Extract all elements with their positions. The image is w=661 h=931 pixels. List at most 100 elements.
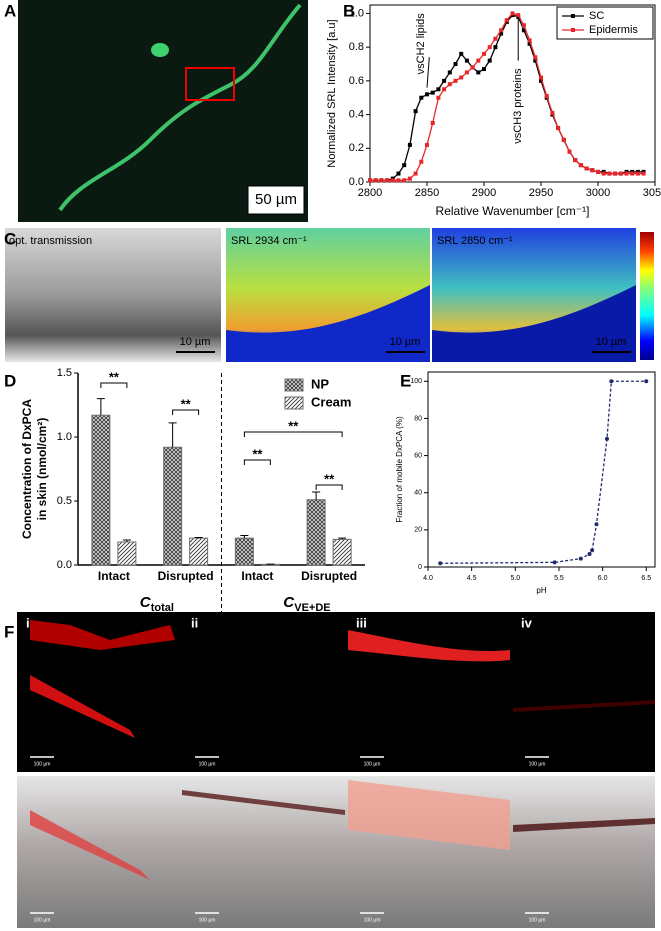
- bar: [234, 537, 254, 566]
- point: [644, 379, 649, 384]
- point: [442, 87, 447, 92]
- point: [596, 169, 600, 174]
- error-bar: [96, 398, 105, 416]
- point: [464, 70, 469, 75]
- point: [521, 23, 526, 28]
- bar: [189, 537, 209, 566]
- x-tick-label: 6.0: [598, 575, 608, 582]
- bar: [332, 538, 352, 566]
- image-c: opt. transmission SRL 2934 cm⁻¹ SRL 2850…: [5, 228, 654, 362]
- image-f: [17, 612, 655, 928]
- point: [402, 178, 407, 183]
- series-line: [440, 380, 647, 564]
- point: [396, 171, 401, 176]
- point: [459, 51, 464, 56]
- point: [436, 87, 441, 92]
- panel-label: E: [400, 371, 411, 390]
- point: [516, 13, 521, 18]
- bar: [163, 446, 183, 566]
- point: [499, 31, 504, 36]
- plot-frame: [427, 371, 656, 568]
- annotation-arrow: [426, 57, 430, 88]
- point: [419, 95, 424, 100]
- x-tick-label: Intact: [241, 569, 273, 583]
- point: [601, 171, 606, 176]
- y-axis-label: Concentration of DxPCA: [20, 399, 34, 539]
- y-tick-label: 80: [414, 415, 422, 422]
- panel-label: A: [4, 1, 16, 20]
- scale-bar-label: 100 µm: [529, 917, 546, 923]
- point: [556, 126, 561, 131]
- point: [521, 28, 526, 33]
- image-label: opt. transmission: [9, 235, 92, 247]
- point: [590, 548, 595, 553]
- point: [385, 178, 390, 183]
- point: [430, 121, 435, 125]
- point: [438, 561, 443, 566]
- scale-bar-label: 100 µm: [34, 761, 51, 767]
- x-tick-label: 5.0: [510, 575, 520, 582]
- legend-label: NP: [311, 376, 329, 391]
- scale-bar-label: 100 µm: [364, 917, 381, 923]
- legend-swatch: [571, 14, 575, 18]
- bar: [306, 499, 326, 566]
- point: [464, 58, 469, 63]
- x-tick-label: Disrupted: [158, 569, 214, 583]
- point: [487, 45, 492, 50]
- point: [436, 95, 441, 100]
- image-label: ii: [191, 615, 198, 630]
- significance-bracket: [172, 409, 200, 415]
- x-tick-label: 2850: [415, 187, 439, 199]
- x-tick-label: 5.5: [554, 575, 564, 582]
- error-bar: [122, 539, 131, 542]
- point: [578, 163, 583, 168]
- point: [413, 109, 418, 114]
- x-axis-label: Relative Wavenumber [cm⁻¹]: [436, 204, 590, 218]
- x-tick-label: Intact: [98, 569, 130, 583]
- panel-label: F: [4, 622, 14, 641]
- panel-label: D: [4, 371, 16, 390]
- y-tick-label: 60: [414, 452, 422, 459]
- point: [567, 149, 572, 154]
- scale-bar-label: 50 µm: [255, 191, 297, 208]
- significance-bracket: [100, 382, 128, 388]
- point: [442, 78, 447, 83]
- x-tick-label: 6.5: [641, 575, 651, 582]
- point: [407, 142, 412, 147]
- y-tick-label: 0: [418, 564, 422, 571]
- point: [476, 70, 481, 75]
- point: [419, 159, 424, 164]
- significance-label: **: [181, 396, 192, 411]
- significance-label: **: [288, 418, 299, 433]
- y-tick-label: 1.0: [57, 431, 72, 443]
- error-bar: [194, 536, 203, 539]
- point: [533, 55, 538, 60]
- x-tick-label: 2900: [472, 187, 496, 199]
- significance-bracket: [243, 431, 343, 437]
- point: [482, 67, 486, 72]
- panel-label: C: [4, 229, 16, 248]
- legend-swatch: [284, 396, 304, 410]
- image-label: iv: [521, 615, 533, 630]
- point: [510, 11, 515, 16]
- y-tick-label: 0.0: [57, 559, 72, 571]
- point: [425, 92, 429, 97]
- significance-bracket: [243, 459, 271, 465]
- point: [504, 18, 509, 23]
- point: [578, 556, 583, 561]
- point: [379, 178, 384, 183]
- point: [493, 45, 498, 50]
- x-tick-label: 4.0: [423, 575, 433, 582]
- significance-label: **: [109, 369, 120, 384]
- point: [425, 142, 429, 147]
- image-label: iii: [356, 615, 367, 630]
- scale-bar-label: 100 µm: [199, 917, 216, 923]
- image-a: 50 µm: [18, 0, 308, 222]
- legend-label: Cream: [311, 394, 351, 409]
- point: [499, 28, 504, 33]
- annotation: νsCH3 proteins: [512, 68, 524, 144]
- point: [573, 158, 578, 163]
- legend-label: Epidermis: [589, 24, 638, 36]
- point: [373, 178, 378, 183]
